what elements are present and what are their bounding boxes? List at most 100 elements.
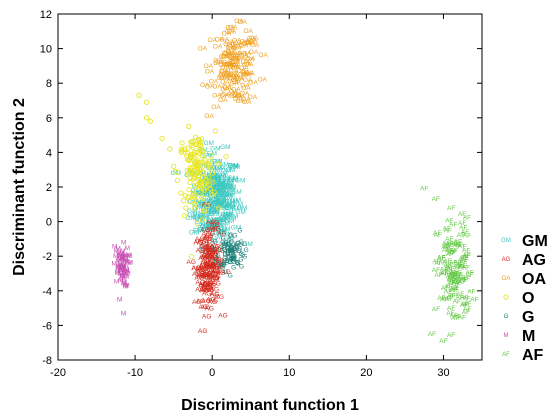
data-point: GM (212, 165, 222, 172)
data-point: AG (204, 264, 213, 271)
data-point: AG (205, 254, 214, 261)
data-point: GM (200, 223, 210, 230)
data-point: AG (205, 265, 214, 272)
data-point: GM (225, 203, 235, 210)
x-tick-label: -10 (127, 367, 143, 379)
data-point: AG (202, 285, 211, 292)
data-point: AG (222, 269, 231, 276)
data-point: GM (228, 163, 238, 170)
data-point: AF (446, 310, 454, 317)
data-point: AF (447, 305, 455, 312)
data-point: OA (236, 98, 246, 105)
x-tick-label: 0 (209, 367, 215, 379)
data-point: AG (202, 280, 211, 287)
data-point: AF (445, 236, 453, 243)
data-point (188, 167, 194, 173)
data-point: OA (213, 57, 223, 64)
data-point: OA (220, 54, 230, 61)
data-point: GM (202, 202, 212, 209)
data-point: GM (209, 208, 219, 215)
data-point: AF (453, 299, 461, 306)
data-point: OA (219, 75, 229, 82)
data-point: OA (247, 35, 257, 42)
y-tick-label: 0 (46, 217, 52, 229)
data-point: AG (196, 248, 205, 255)
data-point: AF (455, 272, 463, 279)
data-point: G (234, 243, 239, 250)
data-point: OA (241, 96, 251, 103)
x-axis-title: Discriminant function 1 (181, 397, 359, 414)
data-point (197, 142, 204, 149)
data-point: GM (222, 213, 232, 220)
data-point: GM (198, 200, 208, 207)
data-point: G (232, 246, 237, 253)
data-point: GM (217, 171, 227, 178)
data-point: GM (210, 183, 220, 190)
data-point: AF (440, 297, 448, 304)
data-point: AG (204, 287, 213, 294)
data-point: AF (433, 230, 441, 237)
data-point: GM (200, 198, 210, 205)
data-point: AG (211, 273, 220, 280)
data-point: OA (246, 39, 256, 46)
data-point: G (232, 255, 237, 262)
data-point: G (220, 239, 225, 246)
data-point: OA (242, 51, 252, 58)
data-point: M (125, 271, 130, 278)
data-point: M (115, 270, 120, 277)
data-point: OA (231, 62, 241, 69)
data-point: AF (432, 196, 440, 203)
data-point: GM (223, 179, 233, 186)
data-point: GM (218, 184, 228, 191)
data-point: OA (258, 77, 268, 84)
data-point: AG (194, 239, 203, 246)
data-point: GM (212, 234, 222, 241)
data-point: M (121, 239, 126, 246)
data-point: M (121, 281, 126, 288)
data-point: GM (200, 192, 210, 199)
data-point: M (116, 265, 121, 272)
data-point: G (232, 254, 237, 261)
data-point: M (116, 264, 121, 271)
data-point: AF (459, 262, 467, 269)
data-point: M (118, 271, 123, 278)
data-point: AF (448, 272, 456, 279)
data-point: AG (215, 294, 224, 301)
data-point: AF (462, 276, 470, 283)
data-point: OA (225, 61, 235, 68)
data-point: GM (199, 248, 209, 255)
data-point: AG (210, 276, 219, 283)
data-point: G (214, 258, 219, 265)
data-point: G (231, 253, 236, 260)
data-point: AF (437, 254, 445, 261)
data-point: G (229, 248, 234, 255)
data-point: AG (195, 272, 204, 279)
data-point: AG (211, 269, 220, 276)
data-point: AF (446, 273, 454, 280)
data-point: G (232, 232, 237, 239)
data-point: OA (217, 75, 227, 82)
data-point: AG (202, 252, 211, 259)
data-point: AG (198, 281, 207, 288)
data-point: GM (212, 217, 222, 224)
data-point: GM (219, 242, 229, 249)
data-point: OA (239, 65, 249, 72)
data-point: AF (453, 270, 461, 277)
data-point: GM (203, 175, 213, 182)
data-point: GM (195, 190, 205, 197)
data-point: AF (454, 239, 462, 246)
legend-marker: M (504, 333, 509, 339)
data-point: GM (208, 200, 218, 207)
data-point: OA (215, 59, 225, 66)
data-point: OA (232, 93, 242, 100)
data-point: GM (216, 195, 226, 202)
data-point: OA (233, 96, 243, 103)
data-point: GM (228, 162, 238, 169)
data-point: GM (216, 200, 226, 207)
data-point (186, 123, 192, 130)
data-point: AF (449, 248, 457, 255)
data-point: OA (243, 77, 253, 84)
data-point: OA (225, 29, 235, 36)
data-point: AF (460, 302, 468, 309)
data-point: M (118, 253, 123, 260)
